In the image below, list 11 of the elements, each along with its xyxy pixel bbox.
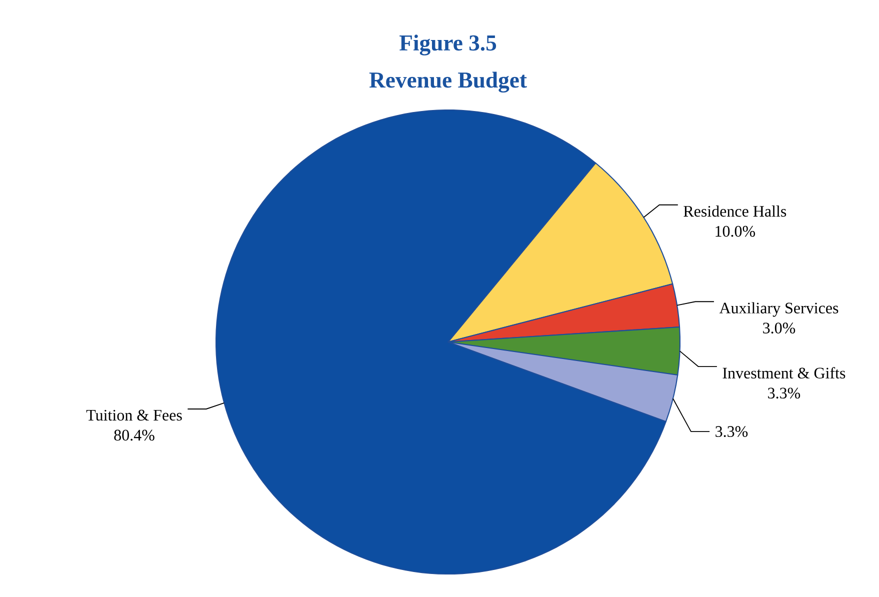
slice-label: Tuition & Fees (86, 410, 182, 421)
data-label: 3.0% (763, 322, 796, 334)
data-label: 3.3% (768, 388, 800, 399)
data-label: 80.4% (114, 430, 154, 441)
slice-label: Investment & Gifts (722, 367, 846, 378)
data-label: 3.3% (716, 426, 748, 437)
data-label: 10.0% (716, 226, 756, 237)
slice-label: Auxiliary Services (719, 302, 838, 317)
chart-title: Figure 3.5 (400, 34, 496, 56)
chart-subtitle: Revenue Budget (369, 72, 527, 93)
slice-label: Residence Halls (684, 205, 786, 217)
